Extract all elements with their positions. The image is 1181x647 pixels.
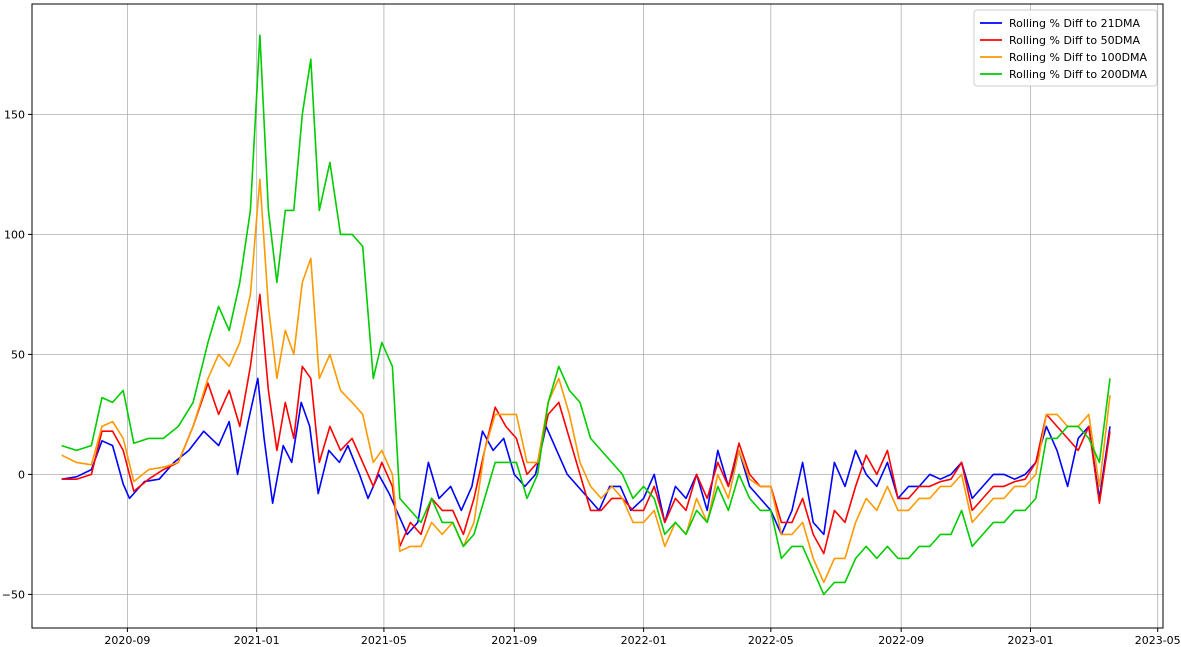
legend-box — [973, 9, 1158, 87]
series-line-rolling-diff-to-200dma — [61, 34, 1111, 596]
legend-label: Rolling % Diff to 100DMA — [1009, 51, 1148, 64]
y-tick-label: 0 — [18, 468, 25, 481]
legend-label: Rolling % Diff to 50DMA — [1009, 34, 1141, 47]
x-tick-label: 2023-01 — [1008, 634, 1054, 647]
x-tick-label: 2022-09 — [878, 634, 924, 647]
y-tick-label: 100 — [4, 228, 25, 241]
x-tick-label: 2021-09 — [491, 634, 537, 647]
series-lines — [61, 34, 1111, 596]
x-tick-label: 2023-05 — [1135, 634, 1181, 647]
x-tick-label: 2022-01 — [621, 634, 667, 647]
series-line-rolling-diff-to-100dma — [61, 178, 1111, 584]
x-tick-label: 2020-09 — [104, 634, 150, 647]
series-line-rolling-diff-to-50dma — [61, 293, 1111, 555]
ticks: −50 0 50 100 150 2020-09 2021-01 2021-05 2021-09… — [2, 108, 1181, 647]
x-tick-label: 2021-05 — [361, 634, 407, 647]
y-tick-label: 50 — [11, 348, 25, 361]
y-tick-label: −50 — [2, 588, 25, 601]
y-tick-label: 150 — [4, 108, 25, 121]
axes-frame — [31, 3, 1164, 629]
grid — [32, 4, 1163, 628]
legend-label: Rolling % Diff to 200DMA — [1009, 68, 1148, 81]
legend: Rolling % Diff to 21DMA Rolling % Diff to… — [973, 9, 1158, 87]
series-line-rolling-diff-to-21dma — [61, 377, 1111, 536]
legend-label: Rolling % Diff to 21DMA — [1009, 17, 1141, 30]
x-tick-label: 2022-05 — [748, 634, 794, 647]
x-tick-label: 2021-01 — [234, 634, 280, 647]
